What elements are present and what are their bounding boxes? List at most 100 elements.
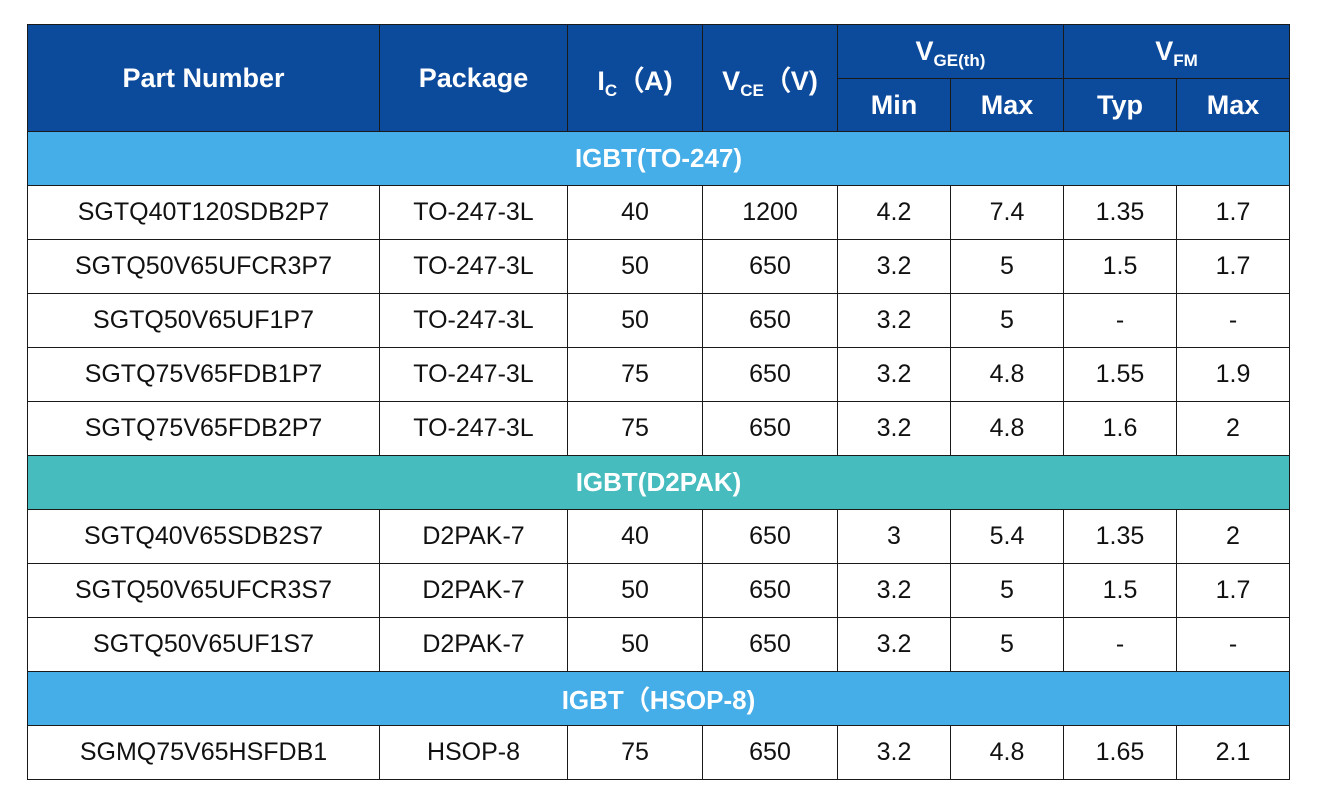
cell-vce: 650 xyxy=(702,509,838,564)
cell-vge-min: 3.2 xyxy=(837,563,951,618)
cell-part-number: SGTQ50V65UF1P7 xyxy=(27,293,380,348)
cell-part-number: SGTQ75V65FDB2P7 xyxy=(27,401,380,456)
cell-ic: 50 xyxy=(567,293,703,348)
header-ic-symbol: I xyxy=(597,65,605,96)
cell-vfm-typ: 1.55 xyxy=(1063,347,1177,402)
header-vfm-symbol: V xyxy=(1155,36,1174,66)
header-vfm-sub: FM xyxy=(1173,51,1198,70)
header-part-number: Part Number xyxy=(27,24,380,132)
cell-ic: 75 xyxy=(567,725,703,780)
group-row-to247: IGBT(TO-247) xyxy=(27,131,1290,186)
cell-vge-min: 4.2 xyxy=(837,185,951,240)
header-vce-unit: （V) xyxy=(763,65,818,96)
cell-package: D2PAK-7 xyxy=(379,563,568,618)
cell-vge-min: 3.2 xyxy=(837,401,951,456)
group-title: IGBT(TO-247) xyxy=(27,131,1290,186)
cell-ic: 50 xyxy=(567,239,703,294)
table-row: SGTQ50V65UF1S7 D2PAK-7 50 650 3.2 5 - - xyxy=(27,617,1290,672)
cell-vge-max: 7.4 xyxy=(950,185,1064,240)
cell-part-number: SGMQ75V65HSFDB1 xyxy=(27,725,380,780)
cell-part-number: SGTQ75V65FDB1P7 xyxy=(27,347,380,402)
table-body: IGBT(TO-247) SGTQ40T120SDB2P7 TO-247-3L … xyxy=(27,131,1290,780)
header-vce-symbol: V xyxy=(722,65,741,96)
header-vge-symbol: V xyxy=(915,36,934,66)
cell-package: TO-247-3L xyxy=(379,401,568,456)
cell-vfm-max: - xyxy=(1176,293,1290,348)
table-row: SGTQ50V65UF1P7 TO-247-3L 50 650 3.2 5 - … xyxy=(27,293,1290,348)
cell-vfm-typ: 1.35 xyxy=(1063,509,1177,564)
cell-vce: 650 xyxy=(702,293,838,348)
table-row: SGTQ75V65FDB1P7 TO-247-3L 75 650 3.2 4.8… xyxy=(27,347,1290,402)
header-vce: VCE（V) xyxy=(702,24,838,132)
cell-vge-max: 4.8 xyxy=(950,347,1064,402)
cell-part-number: SGTQ50V65UFCR3P7 xyxy=(27,239,380,294)
table-row: SGTQ50V65UFCR3P7 TO-247-3L 50 650 3.2 5 … xyxy=(27,239,1290,294)
group-row-d2pak: IGBT(D2PAK) xyxy=(27,455,1290,510)
cell-vge-min: 3 xyxy=(837,509,951,564)
header-vfm-max: Max xyxy=(1176,78,1290,132)
cell-ic: 40 xyxy=(567,509,703,564)
cell-vge-max: 4.8 xyxy=(950,725,1064,780)
cell-vfm-max: - xyxy=(1176,617,1290,672)
cell-vfm-max: 1.7 xyxy=(1176,563,1290,618)
group-title: IGBT(D2PAK) xyxy=(27,455,1290,510)
cell-part-number: SGTQ40V65SDB2S7 xyxy=(27,509,380,564)
cell-vge-max: 5 xyxy=(950,563,1064,618)
cell-vfm-max: 2 xyxy=(1176,509,1290,564)
cell-vge-min: 3.2 xyxy=(837,239,951,294)
cell-package: D2PAK-7 xyxy=(379,509,568,564)
cell-vfm-max: 1.7 xyxy=(1176,185,1290,240)
cell-part-number: SGTQ40T120SDB2P7 xyxy=(27,185,380,240)
cell-ic: 50 xyxy=(567,563,703,618)
cell-vce: 1200 xyxy=(702,185,838,240)
cell-vge-max: 5 xyxy=(950,239,1064,294)
cell-vfm-max: 2.1 xyxy=(1176,725,1290,780)
cell-vce: 650 xyxy=(702,239,838,294)
cell-vce: 650 xyxy=(702,401,838,456)
header-package: Package xyxy=(379,24,568,132)
cell-ic: 40 xyxy=(567,185,703,240)
group-title: IGBT（HSOP-8) xyxy=(27,671,1290,726)
cell-vfm-typ: - xyxy=(1063,617,1177,672)
header-vge-th: VGE(th) xyxy=(837,24,1064,79)
cell-ic: 50 xyxy=(567,617,703,672)
table-row: SGMQ75V65HSFDB1 HSOP-8 75 650 3.2 4.8 1.… xyxy=(27,725,1290,780)
cell-vfm-typ: 1.5 xyxy=(1063,563,1177,618)
header-vfm-typ: Typ xyxy=(1063,78,1177,132)
cell-package: TO-247-3L xyxy=(379,347,568,402)
cell-vfm-typ: 1.65 xyxy=(1063,725,1177,780)
cell-vce: 650 xyxy=(702,563,838,618)
cell-vfm-max: 1.7 xyxy=(1176,239,1290,294)
cell-vge-min: 3.2 xyxy=(837,293,951,348)
cell-vfm-typ: 1.5 xyxy=(1063,239,1177,294)
cell-package: TO-247-3L xyxy=(379,185,568,240)
cell-part-number: SGTQ50V65UF1S7 xyxy=(27,617,380,672)
cell-ic: 75 xyxy=(567,401,703,456)
cell-vfm-typ: - xyxy=(1063,293,1177,348)
cell-vce: 650 xyxy=(702,617,838,672)
table-row: SGTQ40T120SDB2P7 TO-247-3L 40 1200 4.2 7… xyxy=(27,185,1290,240)
table-header: Part Number Package IC（A) VCE（V) VGE(th)… xyxy=(27,24,1290,132)
header-ic: IC（A) xyxy=(567,24,703,132)
header-vge-sub: GE(th) xyxy=(933,51,986,70)
cell-ic: 75 xyxy=(567,347,703,402)
cell-vge-max: 5 xyxy=(950,617,1064,672)
table-container: Part Number Package IC（A) VCE（V) VGE(th)… xyxy=(27,24,1290,780)
cell-vfm-max: 2 xyxy=(1176,401,1290,456)
cell-vge-min: 3.2 xyxy=(837,617,951,672)
cell-vfm-typ: 1.6 xyxy=(1063,401,1177,456)
cell-part-number: SGTQ50V65UFCR3S7 xyxy=(27,563,380,618)
cell-vfm-typ: 1.35 xyxy=(1063,185,1177,240)
header-vce-sub: CE xyxy=(740,80,764,100)
cell-vge-min: 3.2 xyxy=(837,725,951,780)
cell-package: TO-247-3L xyxy=(379,239,568,294)
cell-package: HSOP-8 xyxy=(379,725,568,780)
header-ic-sub: C xyxy=(604,80,618,100)
header-vfm: VFM xyxy=(1063,24,1290,79)
table-row: SGTQ75V65FDB2P7 TO-247-3L 75 650 3.2 4.8… xyxy=(27,401,1290,456)
cell-package: TO-247-3L xyxy=(379,293,568,348)
igbt-product-table: Part Number Package IC（A) VCE（V) VGE(th)… xyxy=(27,24,1290,780)
table-row: SGTQ50V65UFCR3S7 D2PAK-7 50 650 3.2 5 1.… xyxy=(27,563,1290,618)
cell-package: D2PAK-7 xyxy=(379,617,568,672)
header-vge-max: Max xyxy=(950,78,1064,132)
